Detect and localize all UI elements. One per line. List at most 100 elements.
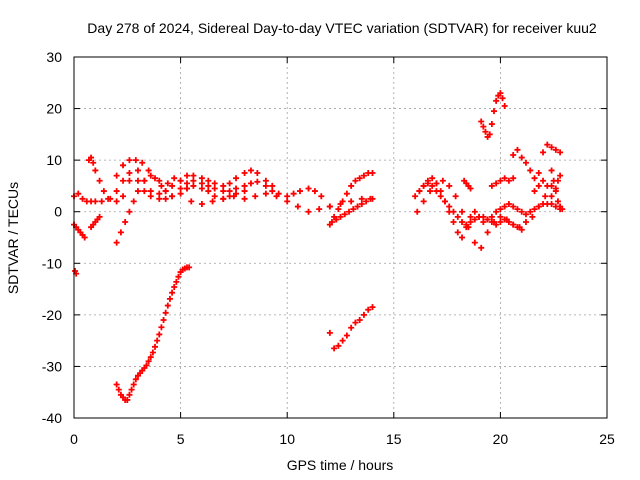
series-trace-l — [326, 304, 376, 352]
data-point — [141, 188, 148, 195]
data-point — [152, 343, 159, 350]
data-point — [154, 337, 161, 344]
data-point — [113, 172, 120, 179]
data-point — [454, 213, 461, 220]
data-point — [262, 177, 269, 184]
data-point — [352, 319, 359, 326]
data-point — [171, 284, 178, 291]
data-point — [535, 203, 542, 210]
data-point — [486, 131, 493, 138]
data-point — [450, 208, 457, 215]
data-point — [446, 182, 453, 189]
data-point — [318, 193, 325, 200]
data-point — [369, 170, 376, 177]
x-axis-label: GPS time / hours — [287, 457, 394, 473]
data-point — [459, 234, 466, 241]
data-point — [190, 182, 197, 189]
x-tick-label: 20 — [493, 431, 509, 447]
data-point — [141, 177, 148, 184]
data-point — [478, 244, 485, 251]
data-point — [169, 289, 176, 296]
data-point — [113, 198, 120, 205]
data-point — [190, 177, 197, 184]
data-point — [126, 157, 133, 164]
data-point — [501, 175, 508, 182]
data-point — [294, 203, 301, 210]
data-point — [198, 175, 205, 182]
data-point — [510, 151, 517, 158]
data-point — [471, 239, 478, 246]
data-point — [205, 177, 212, 184]
data-point — [518, 226, 525, 233]
data-point — [115, 386, 122, 393]
data-point — [497, 213, 504, 220]
y-axis-label: SDTVAR / TECUs — [5, 182, 21, 294]
data-point — [100, 188, 107, 195]
data-point — [501, 102, 508, 109]
y-tick-label: -40 — [42, 410, 62, 426]
data-point — [205, 188, 212, 195]
data-point — [493, 180, 500, 187]
data-point — [420, 182, 427, 189]
data-point — [113, 188, 120, 195]
data-point — [488, 213, 495, 220]
data-point — [540, 177, 547, 184]
data-point — [480, 219, 487, 226]
plot-frame — [73, 56, 608, 419]
data-point — [497, 90, 504, 97]
x-tick-label: 5 — [177, 431, 185, 447]
series-trace-e — [88, 213, 103, 231]
data-point — [544, 141, 551, 148]
data-point — [81, 234, 88, 241]
data-point — [186, 264, 193, 271]
data-point — [147, 193, 154, 200]
axis-ticks — [73, 56, 608, 419]
data-point — [480, 123, 487, 130]
data-point — [352, 177, 359, 184]
data-point — [162, 309, 169, 316]
data-point — [499, 95, 506, 102]
data-point — [493, 208, 500, 215]
data-point — [424, 180, 431, 187]
data-point — [173, 278, 180, 285]
data-point — [529, 213, 536, 220]
data-point — [166, 295, 173, 302]
data-point — [348, 324, 355, 331]
data-point — [132, 376, 139, 383]
data-point — [124, 396, 131, 403]
data-point — [427, 188, 434, 195]
data-point — [467, 185, 474, 192]
data-point — [284, 193, 291, 200]
data-point — [365, 306, 372, 313]
grid — [74, 57, 607, 418]
data-point — [117, 229, 124, 236]
data-point — [158, 182, 165, 189]
data-point — [497, 206, 504, 213]
data-point — [510, 221, 517, 228]
data-point — [209, 198, 216, 205]
y-tick-label: 30 — [46, 49, 62, 65]
data-point — [497, 219, 504, 226]
data-point — [360, 172, 367, 179]
data-point — [147, 172, 154, 179]
y-tick-label: 20 — [46, 101, 62, 117]
data-point — [493, 97, 500, 104]
x-tick-label: 15 — [386, 431, 402, 447]
data-point — [548, 200, 555, 207]
data-point — [542, 193, 549, 200]
data-point — [429, 182, 436, 189]
data-point — [316, 206, 323, 213]
data-point — [134, 188, 141, 195]
data-point — [220, 182, 227, 189]
data-point — [130, 198, 137, 205]
data-point — [488, 182, 495, 189]
series-trace-j — [326, 170, 376, 228]
data-point — [346, 208, 353, 215]
data-point — [331, 345, 338, 352]
data-point — [149, 349, 156, 356]
tick-labels: 0 5 10 15 20 25 -40 -30 -20 -10 0 10 20 30 — [42, 49, 615, 447]
data-point — [252, 193, 259, 200]
data-point — [463, 221, 470, 228]
data-point — [164, 180, 171, 187]
data-point — [177, 177, 184, 184]
